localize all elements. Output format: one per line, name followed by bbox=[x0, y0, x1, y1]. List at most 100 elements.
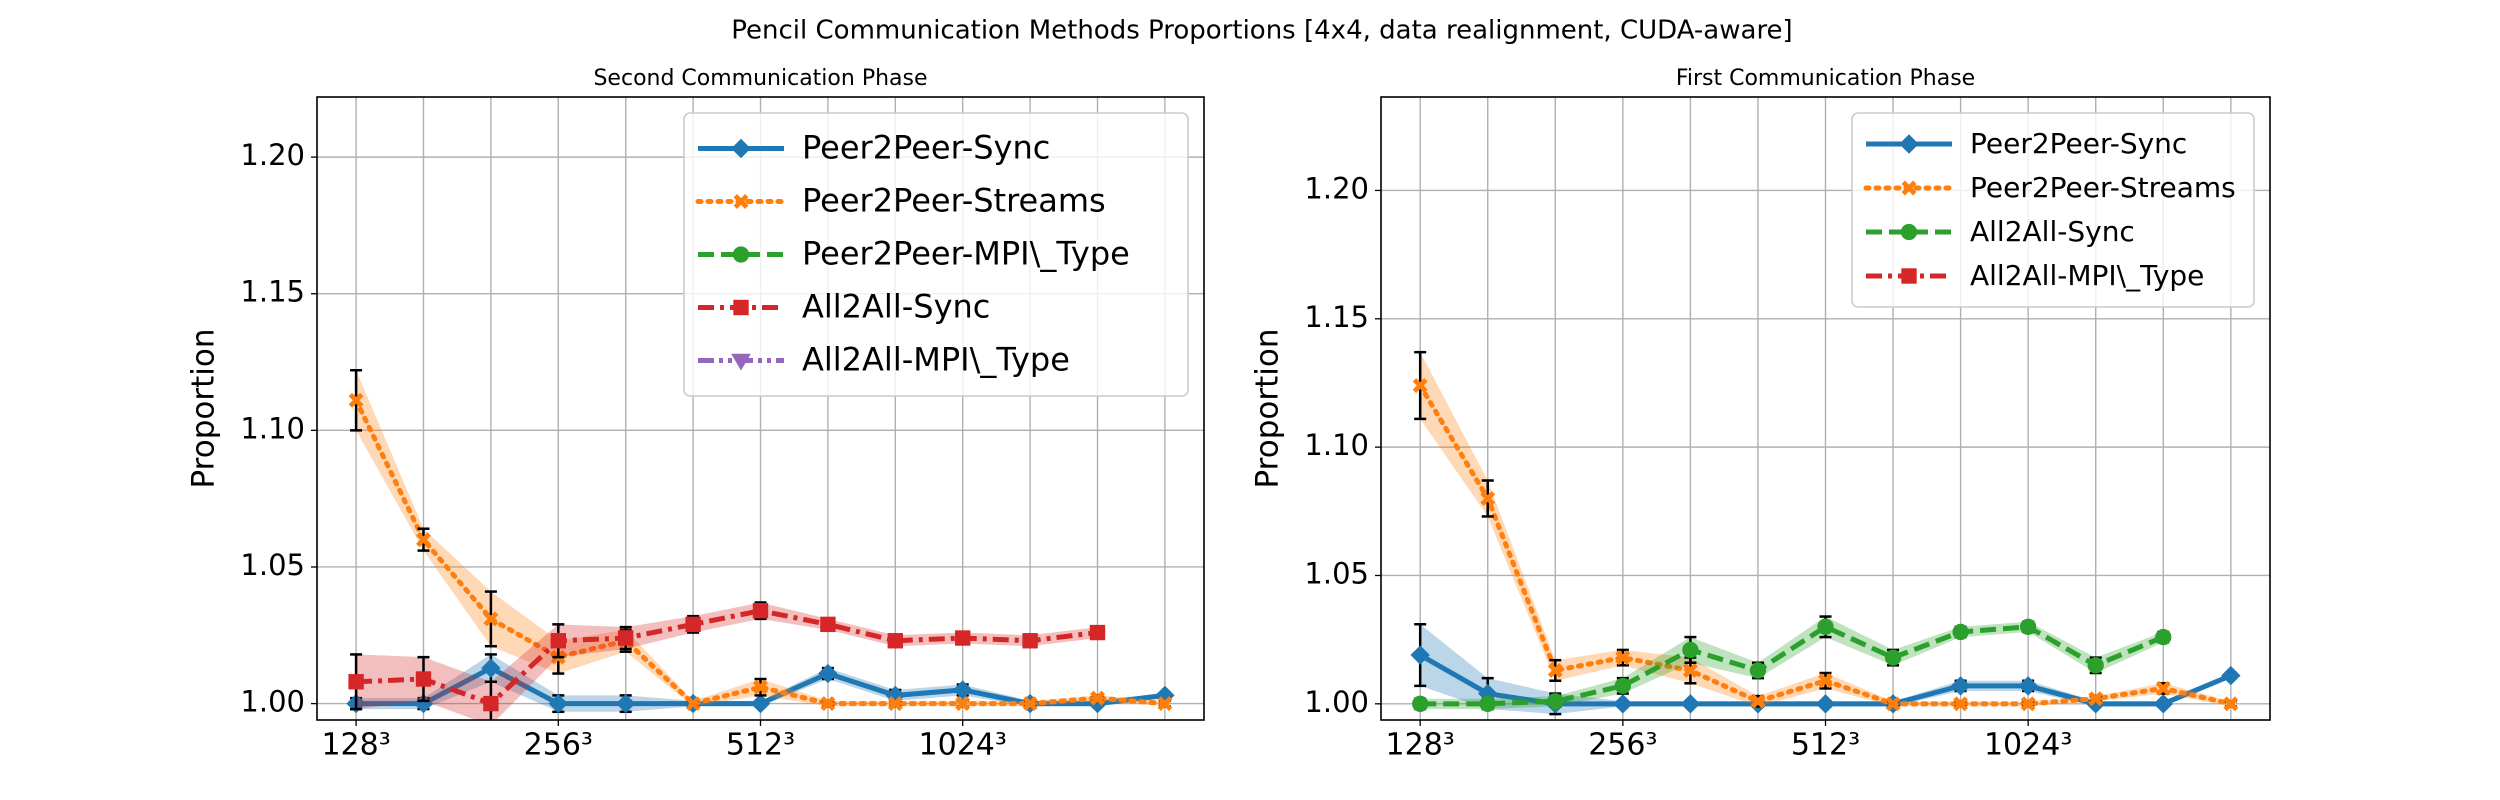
marker bbox=[348, 674, 364, 690]
marker bbox=[955, 630, 971, 646]
marker bbox=[1680, 694, 1701, 714]
marker bbox=[2155, 628, 2172, 646]
y-tick-label: 1.15 bbox=[1304, 300, 1369, 334]
marker bbox=[550, 633, 566, 649]
marker bbox=[733, 299, 749, 316]
x-tick-label: 128³ bbox=[321, 728, 390, 763]
x-tick-label: 128³ bbox=[1386, 728, 1455, 763]
legend: Peer2Peer-Sync Peer2Peer-Streams All2All-S… bbox=[1851, 112, 2255, 308]
marker bbox=[1817, 618, 1834, 635]
legend-label: All2All-MPI\_Type bbox=[1970, 259, 2204, 292]
marker bbox=[750, 693, 771, 714]
series-line bbox=[355, 608, 1098, 707]
marker bbox=[820, 616, 836, 633]
plot-area bbox=[1410, 350, 2241, 716]
marker bbox=[1022, 696, 1038, 712]
marker bbox=[1157, 696, 1173, 712]
marker bbox=[1682, 641, 1699, 659]
marker bbox=[483, 695, 499, 712]
marker bbox=[483, 611, 499, 627]
marker bbox=[1480, 491, 1496, 506]
marker bbox=[753, 679, 768, 695]
marker bbox=[1547, 693, 1564, 710]
y-axis-label: Proportion bbox=[186, 329, 222, 489]
axes-frame bbox=[316, 96, 1205, 721]
legend-label: All2All-MPI\_Type bbox=[802, 341, 1070, 379]
marker bbox=[1412, 695, 1429, 712]
legend-label: All2All-Sync bbox=[802, 288, 990, 326]
marker bbox=[2087, 657, 2104, 674]
axes-title: Second Communication Phase bbox=[593, 66, 927, 91]
marker bbox=[731, 138, 751, 159]
marker bbox=[2020, 618, 2037, 635]
marker bbox=[1022, 633, 1038, 649]
x-tick-label: 1024³ bbox=[1984, 728, 2072, 763]
x-tick-label: 256³ bbox=[1588, 728, 1657, 763]
marker bbox=[752, 603, 769, 619]
marker bbox=[415, 671, 432, 687]
marker bbox=[2153, 694, 2173, 714]
figure-title: Pencil Communication Methods Proportions… bbox=[731, 16, 1792, 46]
marker bbox=[1815, 694, 1836, 714]
marker bbox=[1818, 673, 1833, 689]
y-tick-label: 1.05 bbox=[240, 548, 305, 582]
marker bbox=[731, 353, 751, 371]
marker bbox=[1950, 676, 1971, 696]
marker bbox=[1089, 624, 1106, 641]
marker bbox=[685, 616, 701, 633]
marker bbox=[1682, 663, 1698, 678]
marker bbox=[1884, 649, 1902, 666]
marker bbox=[1900, 223, 1918, 241]
axes-title: First Communication Phase bbox=[1676, 66, 1975, 91]
marker bbox=[1547, 663, 1563, 678]
x-tick-label: 512³ bbox=[726, 728, 795, 763]
marker bbox=[1613, 694, 1633, 714]
series-line bbox=[1420, 623, 2165, 707]
error-band bbox=[1420, 616, 2164, 709]
marker bbox=[2155, 680, 2171, 696]
marker bbox=[2018, 676, 2038, 696]
marker bbox=[1749, 662, 1767, 679]
marker bbox=[1750, 693, 1766, 709]
legend-label: Peer2Peer-Streams bbox=[1970, 171, 2236, 204]
marker bbox=[733, 194, 749, 209]
marker bbox=[2223, 696, 2239, 712]
marker bbox=[2088, 691, 2104, 707]
marker bbox=[1479, 695, 1496, 712]
x-tick-label: 256³ bbox=[524, 728, 593, 763]
marker bbox=[1090, 690, 1105, 706]
marker bbox=[1412, 378, 1428, 393]
legend-frame bbox=[683, 112, 1189, 397]
y-tick-label: 1.20 bbox=[240, 138, 305, 172]
marker bbox=[1885, 696, 1901, 712]
legend-label: Peer2Peer-MPI\_Type bbox=[802, 235, 1130, 273]
plot-area bbox=[346, 368, 1175, 720]
marker bbox=[2020, 696, 2036, 712]
legend-label: Peer2Peer-Streams bbox=[802, 182, 1106, 220]
marker bbox=[548, 693, 569, 714]
marker bbox=[685, 696, 701, 712]
marker bbox=[818, 663, 838, 684]
y-tick-label: 1.15 bbox=[240, 275, 305, 309]
marker bbox=[2221, 665, 2241, 686]
marker bbox=[820, 696, 836, 712]
marker bbox=[1952, 623, 1969, 641]
marker bbox=[615, 693, 636, 714]
marker bbox=[481, 658, 501, 678]
marker bbox=[887, 633, 904, 649]
legend-label: Peer2Peer-Sync bbox=[1970, 127, 2187, 160]
marker bbox=[617, 630, 634, 646]
x-tick-label: 1024³ bbox=[919, 728, 1007, 763]
marker bbox=[1953, 696, 1969, 712]
marker bbox=[1410, 645, 1430, 665]
legend-label: Peer2Peer-Sync bbox=[802, 129, 1050, 167]
axes-frame bbox=[1380, 96, 2271, 721]
marker bbox=[955, 696, 971, 712]
marker bbox=[1615, 650, 1631, 666]
y-axis-label: Proportion bbox=[1250, 329, 1286, 489]
y-tick-label: 1.20 bbox=[1304, 171, 1369, 205]
marker bbox=[732, 246, 750, 263]
marker bbox=[1614, 677, 1631, 695]
legend-label: All2All-Sync bbox=[1970, 215, 2135, 248]
